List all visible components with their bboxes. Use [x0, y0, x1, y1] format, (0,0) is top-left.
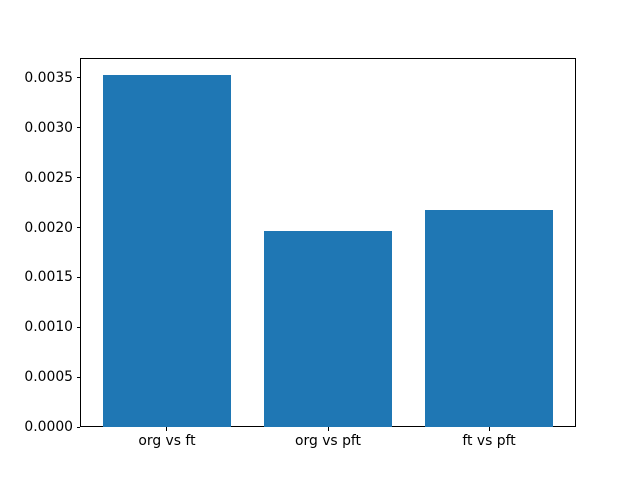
y-tick-mark — [76, 326, 80, 328]
y-tick-mark — [76, 276, 80, 278]
x-tick-label: org vs pft — [295, 433, 361, 449]
y-tick-label: 0.0035 — [24, 69, 73, 86]
x-tick-mark — [488, 427, 490, 431]
y-tick-mark — [76, 227, 80, 229]
y-tick-label: 0.0020 — [24, 219, 73, 236]
bar-ft-vs-pft — [424, 209, 554, 427]
bar-org-vs-ft — [102, 74, 232, 427]
y-tick-label: 0.0030 — [24, 119, 73, 136]
y-tick-label: 0.0015 — [24, 269, 73, 286]
y-tick-label: 0.0005 — [24, 369, 73, 386]
x-tick-label: ft vs pft — [462, 433, 516, 449]
y-tick-mark — [76, 426, 80, 428]
y-tick-mark — [76, 127, 80, 129]
y-tick-label: 0.0000 — [24, 419, 73, 435]
bar-org-vs-pft — [263, 230, 393, 427]
y-tick-label: 0.0025 — [24, 169, 73, 186]
x-tick-label: org vs ft — [138, 433, 196, 449]
x-tick-mark — [327, 427, 329, 431]
y-tick-mark — [76, 376, 80, 378]
x-tick-mark — [166, 427, 168, 431]
y-tick-mark — [76, 77, 80, 79]
y-tick-label: 0.0010 — [24, 319, 73, 336]
y-tick-mark — [76, 177, 80, 179]
